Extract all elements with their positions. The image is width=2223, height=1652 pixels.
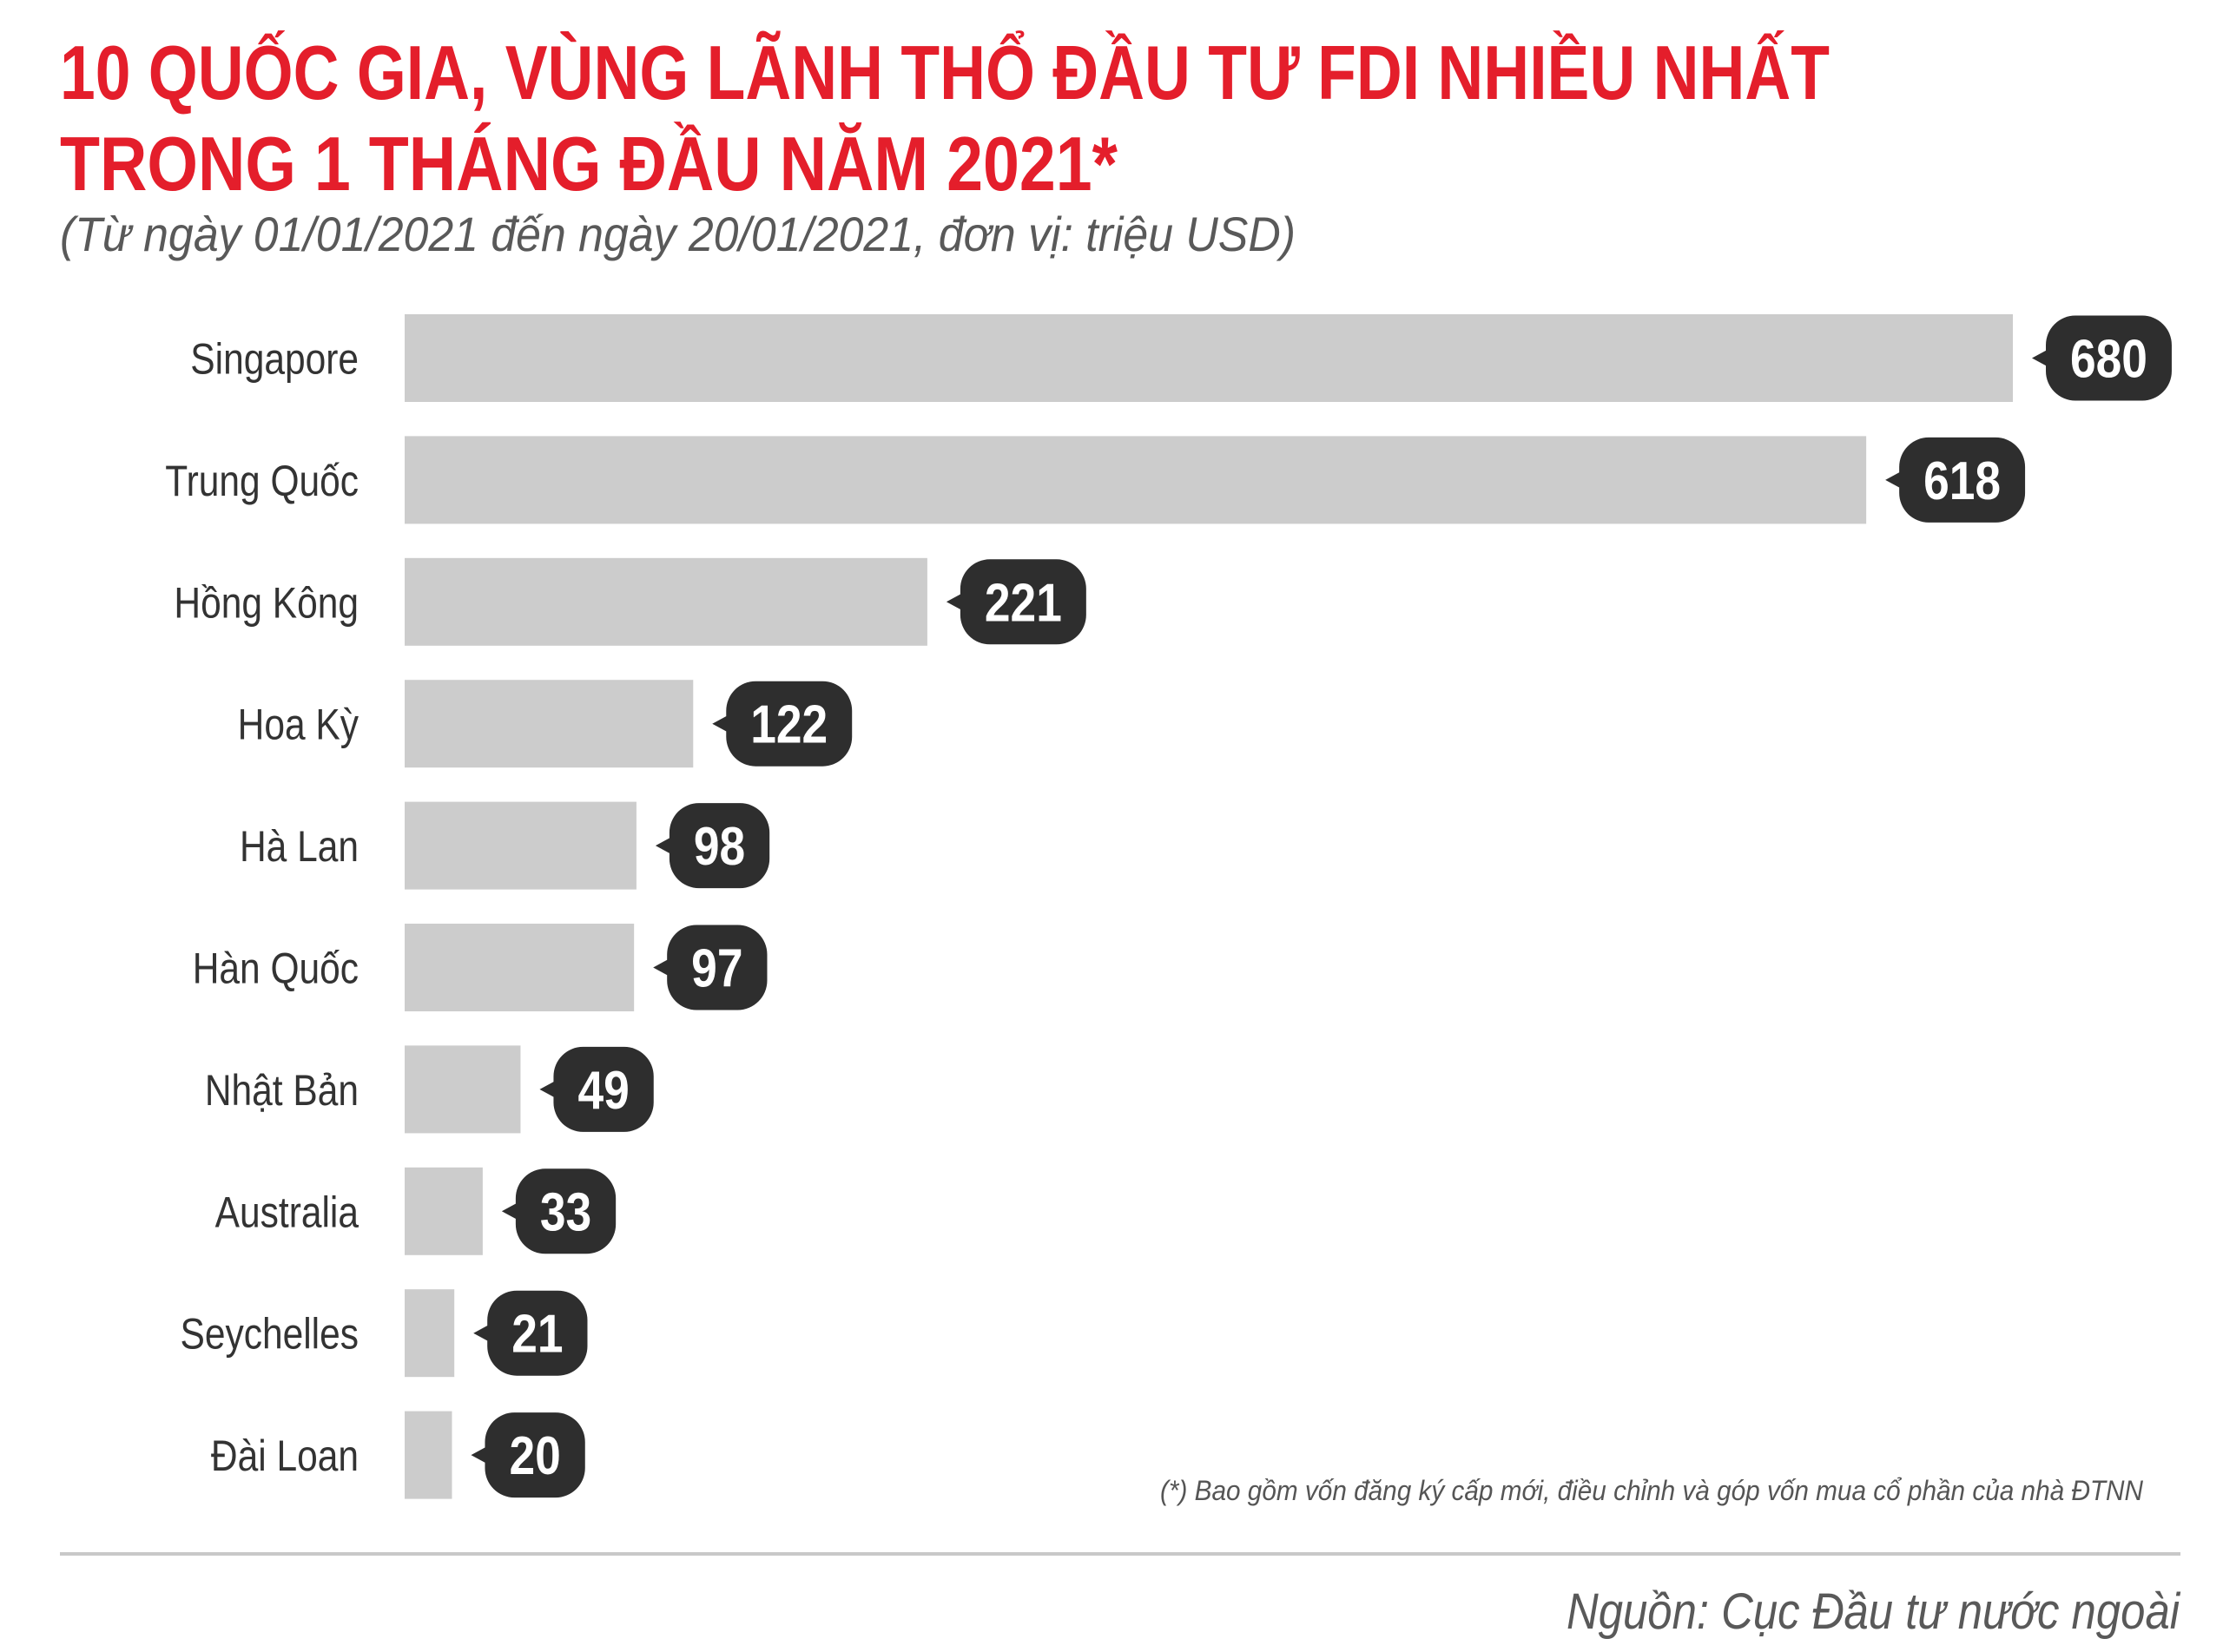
bar-4 xyxy=(405,680,694,768)
bar-row-5: Hà Lan 98 xyxy=(240,801,770,890)
source-credit: Nguồn: Cục Đầu tư nước ngoài xyxy=(1567,1583,2181,1640)
category-label-9: Seychelles xyxy=(181,1309,359,1358)
value-bubble-7 xyxy=(539,1046,654,1132)
value-label-7: 49 xyxy=(577,1061,629,1121)
bar-row-10: Đài Loan 20 xyxy=(211,1411,585,1499)
value-label-8: 33 xyxy=(540,1183,591,1243)
value-bubble-5 xyxy=(655,803,770,889)
value-bubble-4 xyxy=(712,681,853,767)
value-label-10: 20 xyxy=(509,1426,560,1486)
value-bubble-3 xyxy=(946,559,1086,645)
value-bubble-9 xyxy=(473,1290,588,1376)
value-label-5: 98 xyxy=(694,817,745,877)
bar-row-9: Seychelles 21 xyxy=(181,1289,588,1378)
bar-1 xyxy=(405,314,2013,402)
category-label-10: Đài Loan xyxy=(211,1432,359,1480)
bar-9 xyxy=(405,1289,455,1378)
category-label-8: Australia xyxy=(215,1188,359,1236)
title-line-2: TRONG 1 THÁNG ĐẦU NĂM 2021* xyxy=(60,121,1118,207)
bar-row-7: Nhật Bản 49 xyxy=(205,1045,654,1134)
bar-3 xyxy=(405,557,927,646)
category-label-4: Hoa Kỳ xyxy=(238,700,360,748)
value-bubble-1 xyxy=(2032,315,2172,401)
value-label-4: 122 xyxy=(750,695,828,755)
value-label-1: 680 xyxy=(2070,330,2147,390)
bar-8 xyxy=(405,1167,483,1255)
value-label-6: 97 xyxy=(691,939,742,999)
category-label-7: Nhật Bản xyxy=(205,1066,359,1115)
value-label-2: 618 xyxy=(1923,451,2001,511)
value-label-3: 221 xyxy=(985,574,1062,634)
category-label-5: Hà Lan xyxy=(240,822,359,871)
bar-row-3: Hồng Kông 221 xyxy=(174,557,1086,646)
bar-row-4: Hoa Kỳ 122 xyxy=(238,680,853,768)
bar-7 xyxy=(405,1045,521,1134)
bar-2 xyxy=(405,436,1867,524)
bar-6 xyxy=(405,924,635,1011)
bar-5 xyxy=(405,801,637,890)
category-label-2: Trung Quốc xyxy=(165,457,359,505)
value-bubble-10 xyxy=(471,1412,585,1498)
bar-10 xyxy=(405,1411,452,1499)
category-label-3: Hồng Kông xyxy=(174,578,359,627)
category-label-6: Hàn Quốc xyxy=(193,944,359,992)
bar-row-1: Singapore 680 xyxy=(190,314,2172,402)
value-bubble-2 xyxy=(1885,437,2026,523)
value-bubble-6 xyxy=(653,925,768,1010)
bar-row-2: Trung Quốc 618 xyxy=(165,436,2026,524)
value-bubble-8 xyxy=(501,1168,617,1254)
footnote: (*) Bao gồm vốn đăng ký cấp mới, điều ch… xyxy=(1160,1475,2144,1506)
bar-row-6: Hàn Quốc 97 xyxy=(193,924,768,1011)
header: 10 QUỐC GIA, VÙNG LÃNH THỔ ĐẦU TƯ FDI NH… xyxy=(60,30,1830,261)
value-label-9: 21 xyxy=(511,1305,563,1365)
bar-chart: Singapore 680 Trung Quốc 618 Hồng Kông 221 Hoa… xyxy=(165,314,2172,1499)
bar-row-8: Australia 33 xyxy=(215,1167,617,1255)
title-line-1: 10 QUỐC GIA, VÙNG LÃNH THỔ ĐẦU TƯ FDI NH… xyxy=(60,30,1830,115)
subtitle: (Từ ngày 01/01/2021 đến ngày 20/01/2021,… xyxy=(60,207,1296,261)
category-label-1: Singapore xyxy=(190,334,359,383)
